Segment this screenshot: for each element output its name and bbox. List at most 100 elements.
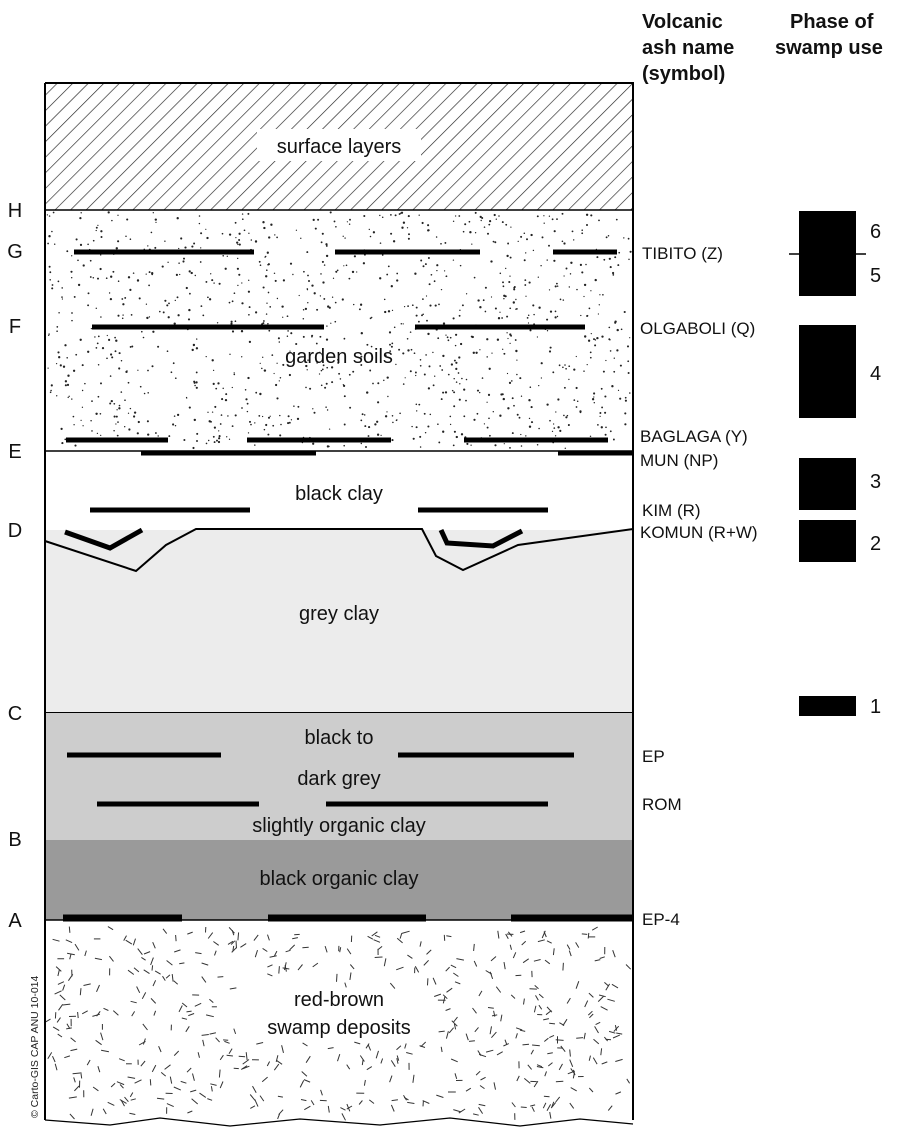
dark-grey-label-line1: black to — [305, 727, 374, 749]
soil-dot — [75, 238, 78, 241]
soil-dot — [218, 437, 220, 440]
soil-dot — [97, 224, 99, 227]
soil-dot — [99, 267, 102, 271]
soil-dot — [320, 384, 323, 387]
swamp-dash — [119, 1099, 127, 1104]
soil-dot — [146, 420, 149, 423]
soil-dot — [479, 215, 482, 219]
soil-dot — [108, 338, 111, 341]
soil-dot — [92, 239, 95, 242]
swamp-dash — [605, 1038, 612, 1041]
swamp-dash — [62, 1003, 71, 1006]
swamp-dash — [73, 1077, 76, 1083]
soil-dot — [190, 271, 193, 275]
swamp-dash — [588, 992, 594, 998]
phase-header-line2: swamp use — [775, 37, 883, 59]
swamp-dash — [118, 1058, 125, 1062]
soil-dot — [528, 425, 532, 428]
soil-dot — [609, 350, 612, 352]
soil-dot — [462, 230, 465, 233]
soil-dot — [377, 382, 380, 385]
soil-dot — [132, 272, 135, 274]
swamp-dash — [588, 1055, 591, 1061]
swamp-dash — [215, 1037, 220, 1043]
soil-dot — [114, 350, 117, 353]
swamp-dash — [616, 1032, 623, 1035]
soil-dot — [319, 351, 321, 353]
soil-dot — [360, 355, 363, 358]
swamp-dash — [119, 1084, 124, 1089]
soil-dot — [348, 223, 351, 225]
soil-dot — [415, 374, 417, 377]
soil-dot — [583, 295, 585, 298]
swamp-dash — [228, 927, 235, 934]
soil-dot — [507, 407, 510, 410]
soil-dot — [241, 282, 243, 284]
soil-dot — [589, 435, 592, 438]
soil-dot — [360, 364, 363, 366]
soil-dot — [564, 364, 566, 366]
soil-dot — [196, 440, 198, 442]
swamp-dash — [516, 1075, 520, 1082]
soil-dot — [409, 331, 412, 333]
swamp-dash — [533, 959, 541, 962]
swamp-dash — [522, 1043, 530, 1046]
soil-dot — [307, 274, 309, 277]
soil-dot — [288, 421, 291, 424]
dark-grey-label-line2: dark grey — [297, 768, 380, 790]
soil-dot — [602, 370, 605, 373]
soil-dot — [443, 270, 446, 272]
swamp-dash — [256, 1042, 264, 1045]
soil-dot — [515, 349, 518, 353]
soil-dot — [212, 369, 215, 372]
soil-dot — [278, 341, 281, 343]
soil-dot — [195, 386, 198, 389]
soil-dot — [237, 243, 239, 246]
soil-dot — [200, 247, 202, 249]
swamp-dash — [131, 1011, 136, 1017]
swamp-dash — [450, 1058, 458, 1063]
soil-dot — [429, 413, 432, 416]
swamp-dash — [277, 1113, 281, 1120]
soil-dot — [136, 279, 140, 282]
soil-dot — [494, 444, 497, 447]
swamp-dash — [354, 1041, 361, 1045]
soil-dot — [238, 273, 241, 276]
soil-dot — [617, 389, 620, 392]
swamp-dash — [201, 976, 207, 983]
soil-dot — [233, 372, 235, 374]
soil-dot — [624, 399, 627, 402]
soil-dot — [91, 400, 93, 402]
dark-grey-label-line3: slightly organic clay — [252, 815, 425, 837]
swamp-dash — [534, 985, 539, 990]
soil-dot — [407, 349, 410, 352]
soil-dot — [564, 447, 567, 450]
soil-dot — [261, 367, 263, 370]
swamp-dash — [304, 1105, 311, 1111]
soil-dot — [321, 260, 324, 263]
swamp-dash — [497, 930, 500, 939]
soil-dot — [423, 412, 426, 415]
soil-dot — [458, 215, 461, 217]
soil-dot — [624, 396, 627, 399]
soil-dot — [220, 414, 223, 416]
swamp-dash — [303, 1079, 311, 1083]
horizon-b: B — [8, 829, 21, 851]
swamp-dash — [510, 994, 516, 999]
soil-dot — [145, 303, 148, 305]
soil-dot — [590, 214, 593, 217]
soil-dot — [525, 252, 527, 254]
soil-dot — [583, 283, 587, 287]
swamp-dash — [419, 1045, 426, 1048]
soil-dot — [72, 415, 75, 418]
soil-dot — [600, 426, 603, 429]
swamp-dash — [593, 1038, 600, 1045]
soil-dot — [432, 351, 434, 354]
soil-dot — [167, 261, 169, 264]
swamp-dash — [52, 1026, 60, 1032]
soil-dot — [316, 308, 319, 311]
soil-dot — [445, 275, 448, 278]
phase-label-3: 3 — [870, 471, 881, 493]
soil-dot — [414, 272, 417, 275]
swamp-dash — [570, 1068, 576, 1075]
